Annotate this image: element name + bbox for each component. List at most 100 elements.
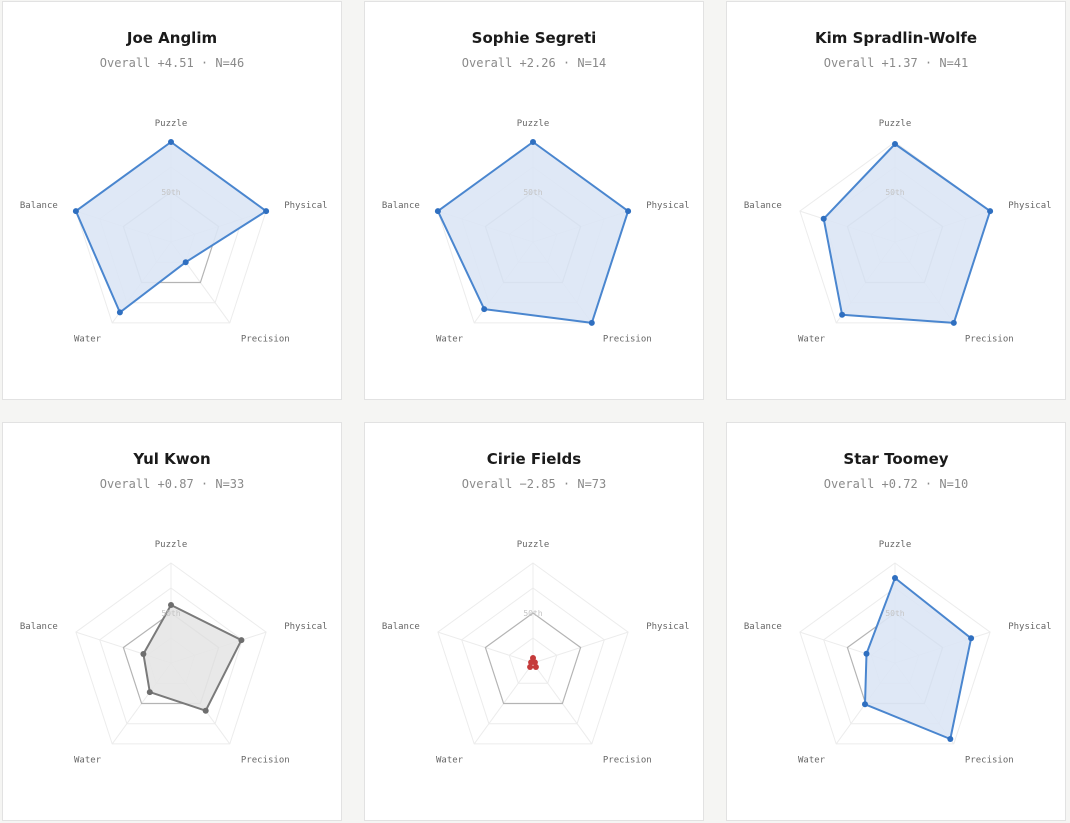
data-point [625, 208, 632, 215]
axis-label: Balance [20, 622, 58, 632]
axis-label: Physical [284, 201, 327, 211]
grid-ring [461, 587, 605, 725]
data-point [588, 319, 595, 326]
axis-label: Balance [382, 622, 420, 632]
reference-label: 50th [523, 609, 542, 618]
axis-label: Precision [965, 334, 1014, 344]
radar-card: Kim Spradlin-Wolfe Overall +1.37 · N=41 … [726, 1, 1066, 400]
axis-label: Precision [603, 334, 652, 344]
axis-label: Puzzle [155, 119, 188, 129]
reference-ring [484, 612, 582, 705]
axis-label: Precision [603, 755, 652, 765]
axis-label: Water [798, 334, 826, 344]
data-point [168, 602, 174, 608]
grid-ring [437, 562, 629, 745]
data-point [182, 259, 189, 266]
card-title: Star Toomey [843, 450, 949, 468]
reference-label: 50th [885, 609, 904, 618]
radar-chart: 50th Puzzle Physical Precision Water Balance [744, 540, 1052, 765]
data-point [892, 141, 898, 147]
axis-label: Puzzle [879, 119, 912, 129]
series-area [436, 141, 630, 324]
axis-label: Balance [382, 201, 420, 211]
axis-label: Physical [646, 201, 689, 211]
axis-label: Puzzle [517, 540, 550, 550]
data-point [116, 309, 123, 316]
data-point [532, 664, 539, 670]
series-area [74, 141, 268, 314]
data-point [263, 208, 270, 215]
radar-card: Yul Kwon Overall +0.87 · N=33 50th Puzzle… [2, 422, 342, 821]
card-subtitle: Overall −2.85 · N=73 [461, 477, 607, 491]
axis-label: Puzzle [517, 119, 550, 129]
axis-label: Balance [20, 201, 58, 211]
card-title: Sophie Segreti [471, 29, 597, 47]
card-title: Cirie Fields [486, 450, 582, 468]
card-subtitle: Overall +0.72 · N=10 [823, 477, 969, 491]
data-point [528, 659, 535, 666]
radar-chart: 50th Puzzle Physical Precision Water Balance [20, 540, 328, 765]
data-point [968, 635, 975, 642]
series-area [142, 604, 243, 712]
radar-card: Star Toomey Overall +0.72 · N=10 50th Puz… [726, 422, 1066, 821]
card-subtitle: Overall +0.87 · N=33 [99, 477, 245, 491]
data-point [202, 707, 209, 714]
axis-label: Water [74, 755, 102, 765]
card-title: Kim Spradlin-Wolfe [814, 29, 978, 47]
axis-label: Physical [1008, 201, 1051, 211]
grid-ring [799, 562, 991, 745]
radar-chart: 50th Puzzle Physical Precision Water Balance [744, 119, 1052, 344]
data-point [168, 139, 174, 145]
radar-chart: 50th Puzzle Physical Precision Water Balance [382, 540, 690, 765]
axis-label: Physical [284, 622, 327, 632]
data-point [434, 208, 441, 215]
axis-label: Water [74, 334, 102, 344]
axis-label: Precision [241, 755, 290, 765]
radar-card: Cirie Fields Overall −2.85 · N=73 50th Pu… [364, 422, 704, 821]
data-point [892, 575, 898, 581]
reference-label: 50th [161, 609, 180, 618]
axis-label: Balance [744, 622, 782, 632]
axis-label: Precision [241, 334, 290, 344]
card-title: Joe Anglim [126, 29, 218, 47]
radar-chart: 50th Puzzle Physical Precision Water Balance [20, 119, 328, 344]
data-point [238, 637, 245, 644]
radar-card: Sophie Segreti Overall +2.26 · N=14 50th… [364, 1, 704, 400]
axis-label: Water [436, 334, 464, 344]
grid-ring [75, 562, 267, 745]
data-point [481, 306, 488, 313]
data-point [947, 736, 954, 742]
reference-label: 50th [885, 188, 904, 197]
reference-label: 50th [523, 188, 542, 197]
data-point [72, 208, 79, 215]
radar-card: Joe Anglim Overall +4.51 · N=46 50th Puzz… [2, 1, 342, 400]
axis-label: Puzzle [879, 540, 912, 550]
card-subtitle: Overall +1.37 · N=41 [823, 56, 969, 70]
card-subtitle: Overall +2.26 · N=14 [461, 56, 607, 70]
data-point [140, 651, 147, 657]
series-area [822, 143, 992, 324]
axis-label: Puzzle [155, 540, 188, 550]
card-title: Yul Kwon [133, 450, 211, 468]
series-area [864, 577, 973, 740]
data-point [987, 208, 994, 215]
axis-label: Balance [744, 201, 782, 211]
axis-label: Precision [965, 755, 1014, 765]
data-point [950, 319, 957, 326]
card-subtitle: Overall +4.51 · N=46 [99, 56, 245, 70]
reference-label: 50th [161, 188, 180, 197]
axis-label: Physical [1008, 622, 1051, 632]
grid-ring [99, 587, 243, 725]
axis-label: Water [798, 755, 826, 765]
data-point [527, 664, 534, 670]
data-point [530, 139, 536, 145]
axis-label: Physical [646, 622, 689, 632]
data-point [839, 311, 846, 318]
grid-ring [508, 637, 558, 684]
data-point [863, 650, 870, 657]
data-point [820, 215, 827, 222]
axis-label: Water [436, 755, 464, 765]
radar-chart: 50th Puzzle Physical Precision Water Balance [382, 119, 690, 344]
data-point [146, 689, 153, 696]
